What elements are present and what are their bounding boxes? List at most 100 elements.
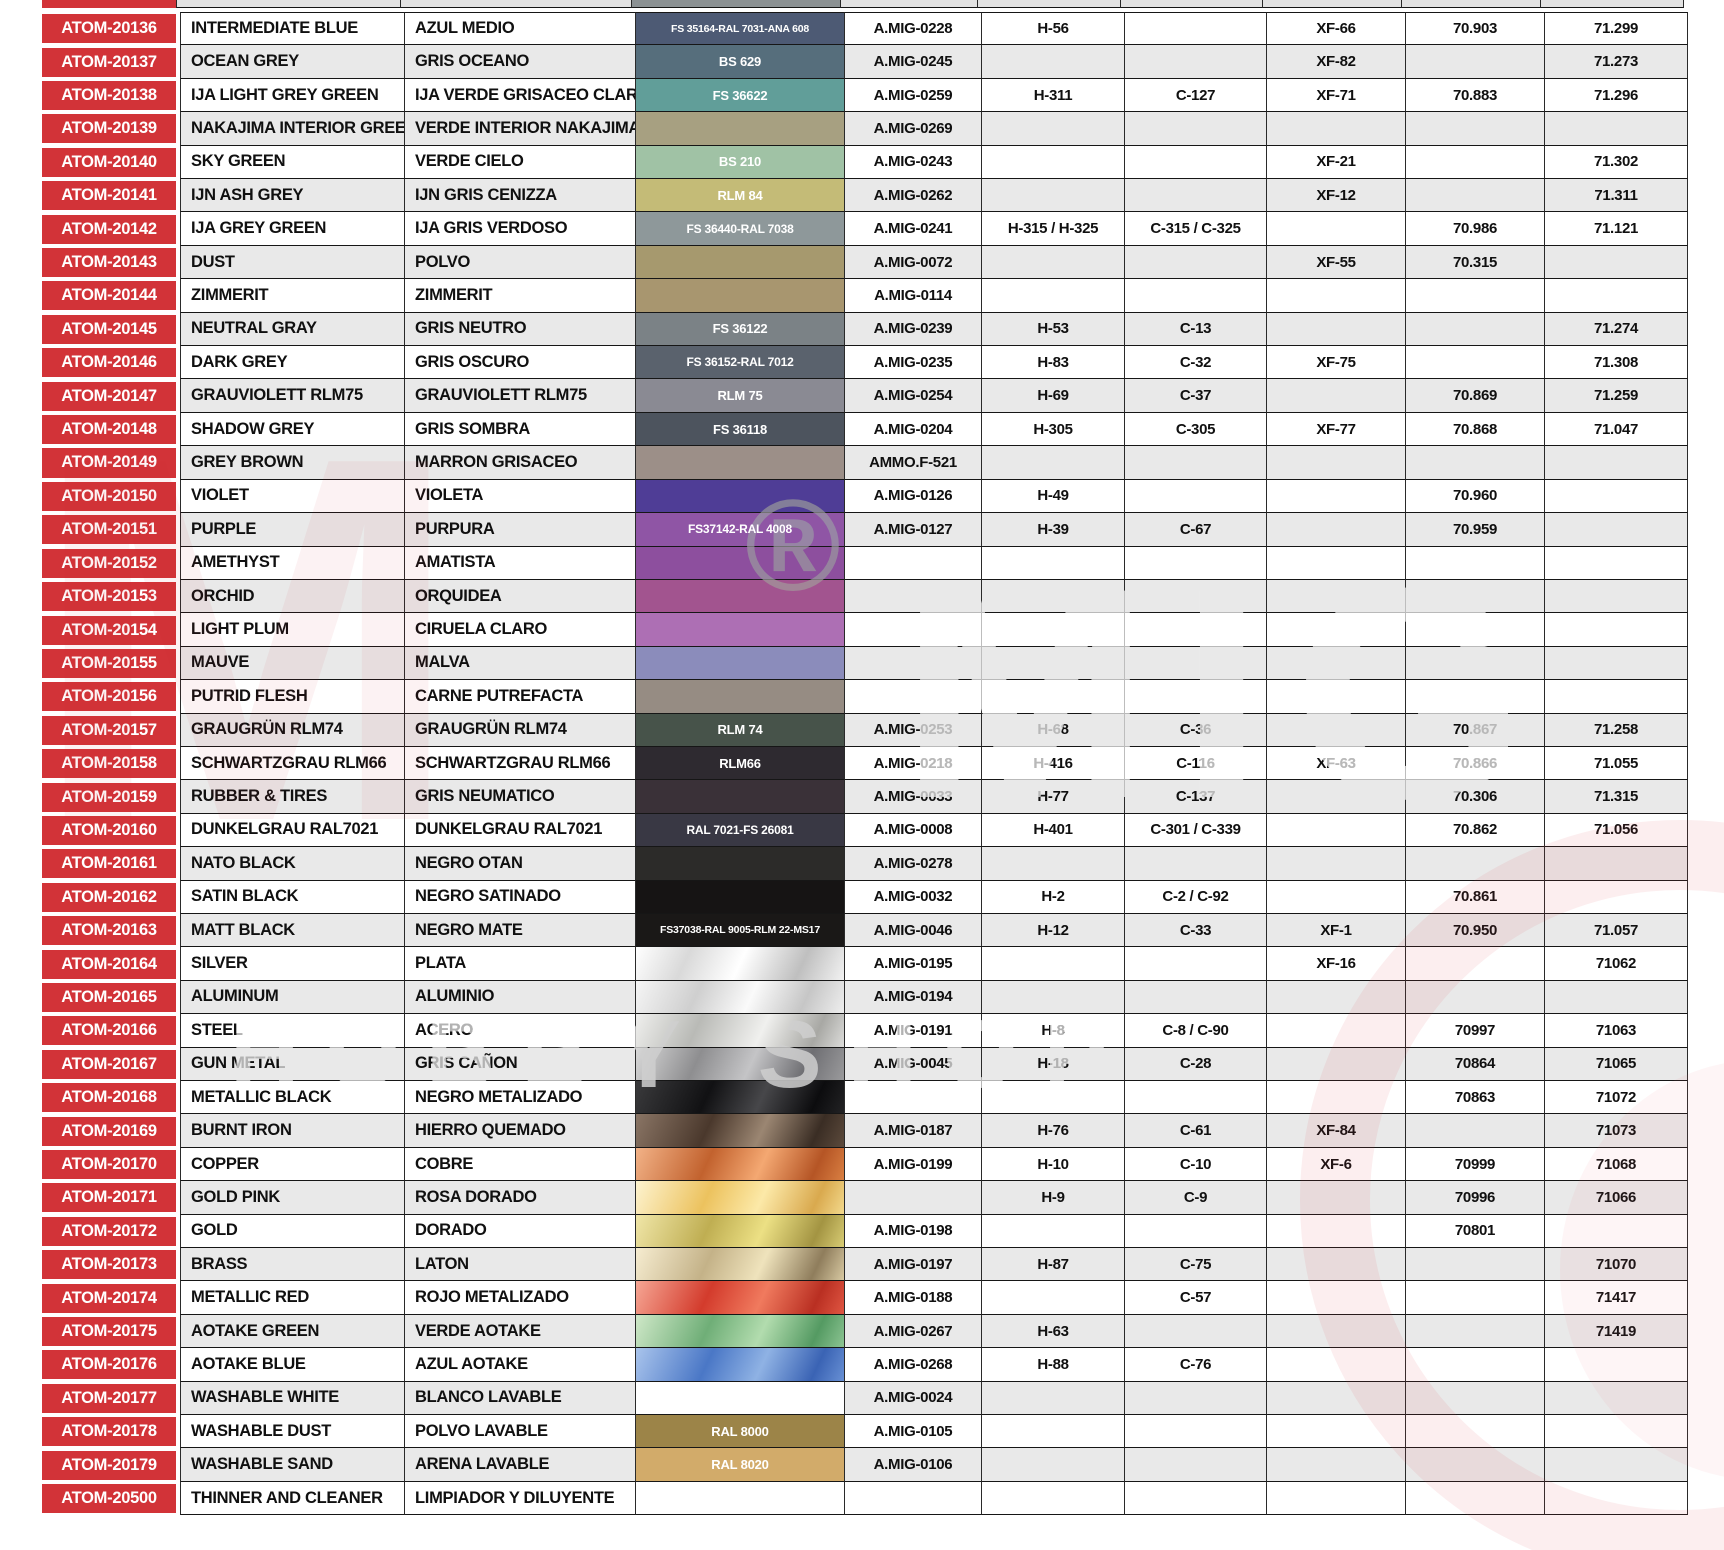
name-spanish-cell: IJN GRIS CENIZZA <box>405 179 636 213</box>
vallejo-71-cell: 71065 <box>1545 1047 1688 1081</box>
table-row: ATOM-20146 DARK GREY GRIS OSCURO FS 36152-R… <box>42 346 1688 380</box>
xf-ref-cell <box>1267 847 1406 881</box>
xf-ref-cell <box>1267 1214 1406 1249</box>
color-swatch-cell: RLM 75 <box>636 379 845 413</box>
h-ref-cell: H-53 <box>982 312 1125 347</box>
atom-code-cell: ATOM-20171 <box>42 1183 176 1213</box>
name-spanish-cell: GRIS OCEANO <box>405 45 636 79</box>
c-ref-cell <box>1125 980 1267 1015</box>
atom-code-cell: ATOM-20143 <box>42 248 176 278</box>
atom-code-cell: ATOM-20167 <box>42 1049 176 1079</box>
name-english-cell: GOLD PINK <box>180 1181 405 1215</box>
ammo-ref-cell: A.MIG-0241 <box>845 212 982 246</box>
vallejo-70-cell <box>1406 1314 1545 1349</box>
h-ref-cell <box>982 279 1125 313</box>
vallejo-71-cell <box>1545 513 1688 547</box>
name-english-cell: ORCHID <box>180 579 405 614</box>
vallejo-70-cell: 70.315 <box>1406 245 1545 280</box>
vallejo-70-cell: 70997 <box>1406 1014 1545 1048</box>
h-ref-cell: H-18 <box>982 1047 1125 1081</box>
atom-code-cell: ATOM-20140 <box>42 147 176 177</box>
xf-ref-cell <box>1263 0 1402 8</box>
vallejo-70-cell <box>1406 1114 1545 1148</box>
name-spanish-cell: HIERRO QUEMADO <box>405 1114 636 1148</box>
name-spanish-cell: LIMPIADOR Y DILUYENTE <box>405 1481 636 1516</box>
table-row: ATOM-20171 GOLD PINK ROSA DORADO H-9 C-9 7099… <box>42 1181 1688 1215</box>
vallejo-71-cell: 71.055 <box>1545 746 1688 781</box>
c-ref-cell: C-10 <box>1125 1147 1267 1182</box>
xf-ref-cell <box>1267 546 1406 580</box>
name-english-cell: ALUMINUM <box>180 980 405 1015</box>
table-row-cropped <box>42 0 1688 8</box>
atom-code-cell: ATOM-20150 <box>42 481 176 511</box>
xf-ref-cell: XF-1 <box>1267 913 1406 948</box>
atom-code-cell: ATOM-20147 <box>42 381 176 411</box>
xf-ref-cell: XF-71 <box>1267 78 1406 113</box>
vallejo-70-cell <box>1406 179 1545 213</box>
atom-code-cell: ATOM-20136 <box>42 14 176 44</box>
xf-ref-cell: XF-6 <box>1267 1147 1406 1182</box>
atom-code-cell: ATOM-20153 <box>42 582 176 612</box>
vallejo-70-cell: 70.950 <box>1406 913 1545 948</box>
ammo-ref-cell: A.MIG-0194 <box>845 980 982 1015</box>
vallejo-71-cell: 71066 <box>1545 1181 1688 1215</box>
atom-code-cell: ATOM-20160 <box>42 815 176 845</box>
h-ref-cell: H-12 <box>982 913 1125 948</box>
swatch-reference-label: RLM 84 <box>717 187 763 203</box>
c-ref-cell: C-8 / C-90 <box>1125 1014 1267 1048</box>
name-spanish-cell: DUNKELGRAU RAL7021 <box>405 813 636 848</box>
color-swatch-cell: FS 36118 <box>636 412 845 447</box>
color-swatch-cell <box>636 1081 845 1115</box>
color-swatch-cell: RLM 84 <box>636 179 845 213</box>
swatch-reference-label: RAL 8000 <box>711 1423 769 1439</box>
name-english-cell: GRAUVIOLETT RLM75 <box>180 379 405 413</box>
name-spanish-cell <box>401 0 632 8</box>
c-ref-cell: C-75 <box>1125 1248 1267 1282</box>
name-english-cell: ZIMMERIT <box>180 279 405 313</box>
ammo-ref-cell: A.MIG-0188 <box>845 1281 982 1315</box>
vallejo-71-cell: 71.047 <box>1545 412 1688 447</box>
name-english-cell: MATT BLACK <box>180 913 405 948</box>
vallejo-71-cell: 71.056 <box>1545 813 1688 848</box>
h-ref-cell <box>982 546 1125 580</box>
table-row: ATOM-20175 AOTAKE GREEN VERDE AOTAKE A.MIG-… <box>42 1314 1688 1349</box>
atom-code-cell: ATOM-20151 <box>42 515 176 545</box>
xf-ref-cell <box>1267 680 1406 714</box>
ammo-ref-cell: A.MIG-0127 <box>845 513 982 547</box>
atom-code-cell: ATOM-20156 <box>42 682 176 712</box>
color-swatch-cell: FS 36440-RAL 7038 <box>636 212 845 246</box>
vallejo-71-cell <box>1545 1381 1688 1416</box>
h-ref-cell <box>982 847 1125 881</box>
c-ref-cell <box>1125 245 1267 280</box>
vallejo-71-cell: 71419 <box>1545 1314 1688 1349</box>
name-english-cell: SHADOW GREY <box>180 412 405 447</box>
vallejo-70-cell <box>1406 1448 1545 1482</box>
ammo-ref-cell: A.MIG-0114 <box>845 279 982 313</box>
vallejo-71-cell <box>1545 546 1688 580</box>
h-ref-cell <box>982 1281 1125 1315</box>
name-spanish-cell: IJA GRIS VERDOSO <box>405 212 636 246</box>
atom-code-cell: ATOM-20157 <box>42 715 176 745</box>
vallejo-71-cell: 71.315 <box>1545 780 1688 814</box>
color-swatch-cell: FS37038-RAL 9005-RLM 22-MS17 <box>636 913 845 948</box>
color-swatch-cell: FS 35164-RAL 7031-ANA 608 <box>636 12 845 46</box>
vallejo-71-cell: 71072 <box>1545 1081 1688 1115</box>
color-swatch-cell <box>636 780 845 814</box>
vallejo-71-cell: 71.308 <box>1545 346 1688 380</box>
ammo-ref-cell: A.MIG-0243 <box>845 145 982 180</box>
c-ref-cell: C-33 <box>1125 913 1267 948</box>
name-spanish-cell: GRIS CAÑON <box>405 1047 636 1081</box>
vallejo-71-cell: 71.259 <box>1545 379 1688 413</box>
h-ref-cell <box>982 1214 1125 1249</box>
atom-code-cell: ATOM-20154 <box>42 615 176 645</box>
color-swatch-cell <box>636 245 845 280</box>
ammo-ref-cell: A.MIG-0106 <box>845 1448 982 1482</box>
ammo-ref-cell: A.MIG-0259 <box>845 78 982 113</box>
vallejo-70-cell: 70864 <box>1406 1047 1545 1081</box>
name-english-cell: PURPLE <box>180 513 405 547</box>
name-english-cell: PUTRID FLESH <box>180 680 405 714</box>
c-ref-cell: C-67 <box>1125 513 1267 547</box>
h-ref-cell: H-87 <box>982 1248 1125 1282</box>
vallejo-70-cell <box>1406 45 1545 79</box>
atom-code-cell: ATOM-20168 <box>42 1083 176 1113</box>
